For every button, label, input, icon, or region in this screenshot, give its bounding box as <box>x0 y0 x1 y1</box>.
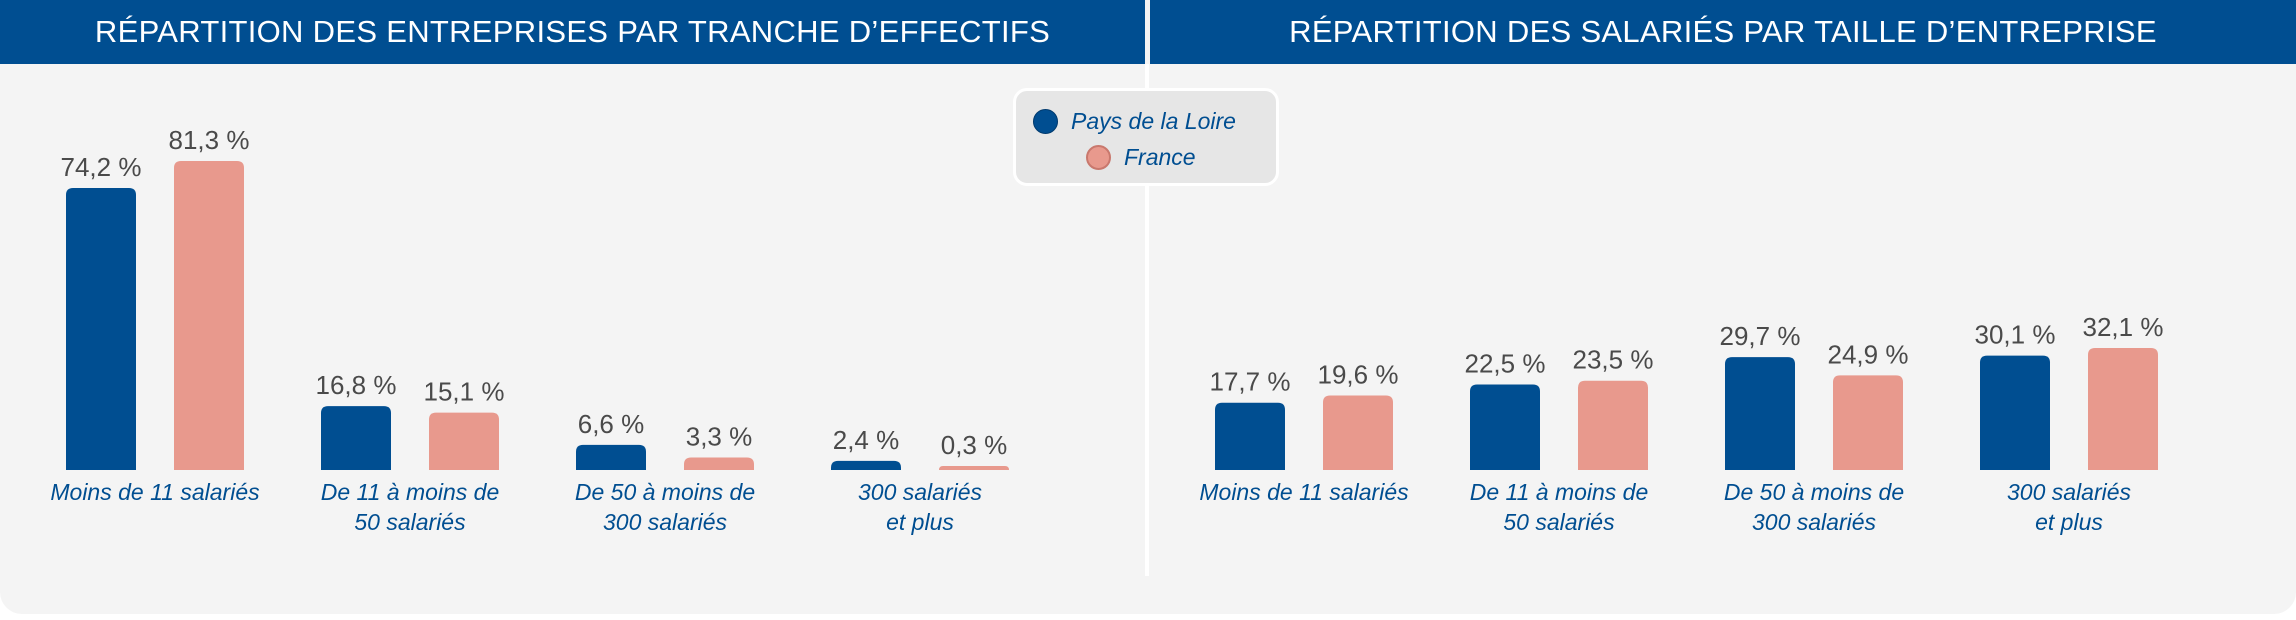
employees-category-label-3: De 50 à moins de 300 salariés <box>1724 479 1904 535</box>
right-chart-title: RÉPARTITION DES SALARIÉS PAR TAILLE D’EN… <box>1150 0 2296 64</box>
chart-legend: Pays de la Loire France <box>1013 88 1279 186</box>
enterprises-category-label-2: De 11 à moins de 50 salariés <box>321 479 500 535</box>
employees-bar-pays-de-la-loire-2 <box>1470 384 1540 470</box>
legend-item-france: France <box>1016 139 1276 175</box>
employees-bar-pays-de-la-loire-3 <box>1725 357 1795 470</box>
legend-swatch-pays-de-la-loire <box>1033 108 1058 134</box>
enterprises-bar-pays-de-la-loire-1 <box>66 188 136 470</box>
employees-value-label-france-4: 32,1 % <box>2083 312 2164 342</box>
legend-item-pays-de-la-loire: Pays de la Loire <box>1016 103 1276 139</box>
enterprises-category-label-1: Moins de 11 salariés <box>50 479 260 505</box>
legend-swatch-france <box>1086 144 1111 170</box>
employees-bar-pays-de-la-loire-4 <box>1980 355 2050 470</box>
enterprises-value-label-france-2: 15,1 % <box>424 377 505 407</box>
employees-bar-france-3 <box>1833 375 1903 470</box>
employees-bar-chart: 17,7 % 19,6 % Moins de 11 salariés 22,5 % 23… <box>1199 312 2164 535</box>
employees-bar-france-1 <box>1323 395 1393 470</box>
enterprises-bar-france-1 <box>174 161 244 470</box>
enterprises-category-label-4: 300 salariés et plus <box>858 479 983 535</box>
enterprises-bar-pays-de-la-loire-2 <box>321 406 391 470</box>
enterprises-bar-france-2 <box>429 412 499 470</box>
left-chart-title: RÉPARTITION DES ENTREPRISES PAR TRANCHE … <box>0 0 1145 64</box>
enterprises-value-label-france-4: 0,3 % <box>941 430 1008 460</box>
employees-bar-france-4 <box>2088 348 2158 470</box>
employees-value-label-pays-de-la-loire-4: 30,1 % <box>1975 320 2056 350</box>
employees-bar-france-2 <box>1578 380 1648 470</box>
enterprises-bar-pays-de-la-loire-4 <box>831 460 901 470</box>
enterprises-value-label-france-3: 3,3 % <box>686 421 753 451</box>
employees-category-label-1: Moins de 11 salariés <box>1199 479 1409 505</box>
employees-value-label-france-1: 19,6 % <box>1318 360 1399 390</box>
employees-bar-pays-de-la-loire-1 <box>1215 402 1285 470</box>
employees-value-label-pays-de-la-loire-1: 17,7 % <box>1210 367 1291 397</box>
enterprises-value-label-pays-de-la-loire-2: 16,8 % <box>316 370 397 400</box>
employees-value-label-france-2: 23,5 % <box>1573 345 1654 375</box>
enterprises-value-label-france-1: 81,3 % <box>169 125 250 155</box>
employees-value-label-france-3: 24,9 % <box>1828 339 1909 369</box>
enterprises-value-label-pays-de-la-loire-1: 74,2 % <box>61 152 142 182</box>
employees-category-label-4: 300 salariés et plus <box>2007 479 2132 535</box>
enterprises-bar-france-3 <box>684 457 754 470</box>
enterprises-value-label-pays-de-la-loire-4: 2,4 % <box>833 425 900 455</box>
enterprises-bar-chart: 74,2 % 81,3 % Moins de 11 salariés 16,8 % 15… <box>50 125 1009 535</box>
legend-label-pays-de-la-loire: Pays de la Loire <box>1071 107 1236 134</box>
enterprises-bar-france-4 <box>939 466 1009 470</box>
enterprises-category-label-3: De 50 à moins de 300 salariés <box>575 479 755 535</box>
enterprises-bar-pays-de-la-loire-3 <box>576 444 646 470</box>
employees-value-label-pays-de-la-loire-3: 29,7 % <box>1720 321 1801 351</box>
enterprises-value-label-pays-de-la-loire-3: 6,6 % <box>578 409 645 439</box>
panel-divider <box>1145 64 1149 576</box>
employees-category-label-2: De 11 à moins de 50 salariés <box>1470 479 1649 535</box>
legend-label-france: France <box>1124 143 1196 170</box>
employees-value-label-pays-de-la-loire-2: 22,5 % <box>1465 349 1546 379</box>
